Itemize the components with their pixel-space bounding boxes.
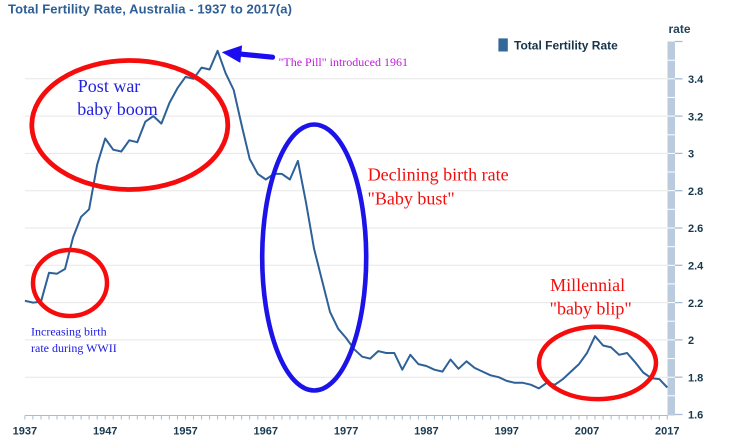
svg-text:1977: 1977 [334,426,358,438]
svg-text:"Baby bust": "Baby bust" [368,189,455,209]
svg-text:"baby blip": "baby blip" [550,298,632,318]
svg-text:Total Fertility Rate, Australi: Total Fertility Rate, Australia - 1937 t… [8,2,292,17]
svg-text:3: 3 [688,149,694,161]
svg-text:1947: 1947 [93,426,117,438]
svg-text:Total Fertility Rate: Total Fertility Rate [514,38,618,52]
svg-text:1.6: 1.6 [688,410,703,422]
svg-text:baby boom: baby boom [77,99,158,119]
svg-text:2.8: 2.8 [688,186,703,198]
svg-text:2.4: 2.4 [688,261,704,273]
svg-text:"The Pill" introduced 1961: "The Pill" introduced 1961 [279,55,408,69]
svg-text:Increasing birth: Increasing birth [31,324,107,338]
svg-text:3.4: 3.4 [688,74,704,86]
svg-text:1987: 1987 [414,426,438,438]
svg-text:1957: 1957 [173,426,197,438]
svg-text:3.2: 3.2 [688,111,703,123]
svg-text:2.2: 2.2 [688,298,703,310]
svg-text:1.8: 1.8 [688,372,703,384]
svg-text:Post war: Post war [78,76,141,96]
svg-text:1937: 1937 [13,426,37,438]
svg-text:1997: 1997 [494,426,518,438]
svg-text:2017: 2017 [655,426,679,438]
svg-text:Declining birth rate: Declining birth rate [368,165,509,185]
svg-text:rate: rate [669,22,691,36]
svg-text:Millennial: Millennial [550,275,625,295]
svg-text:2.6: 2.6 [688,223,703,235]
svg-text:1967: 1967 [254,426,278,438]
svg-text:rate during WWII: rate during WWII [31,341,117,355]
svg-text:2: 2 [688,335,694,347]
svg-text:2007: 2007 [575,426,599,438]
